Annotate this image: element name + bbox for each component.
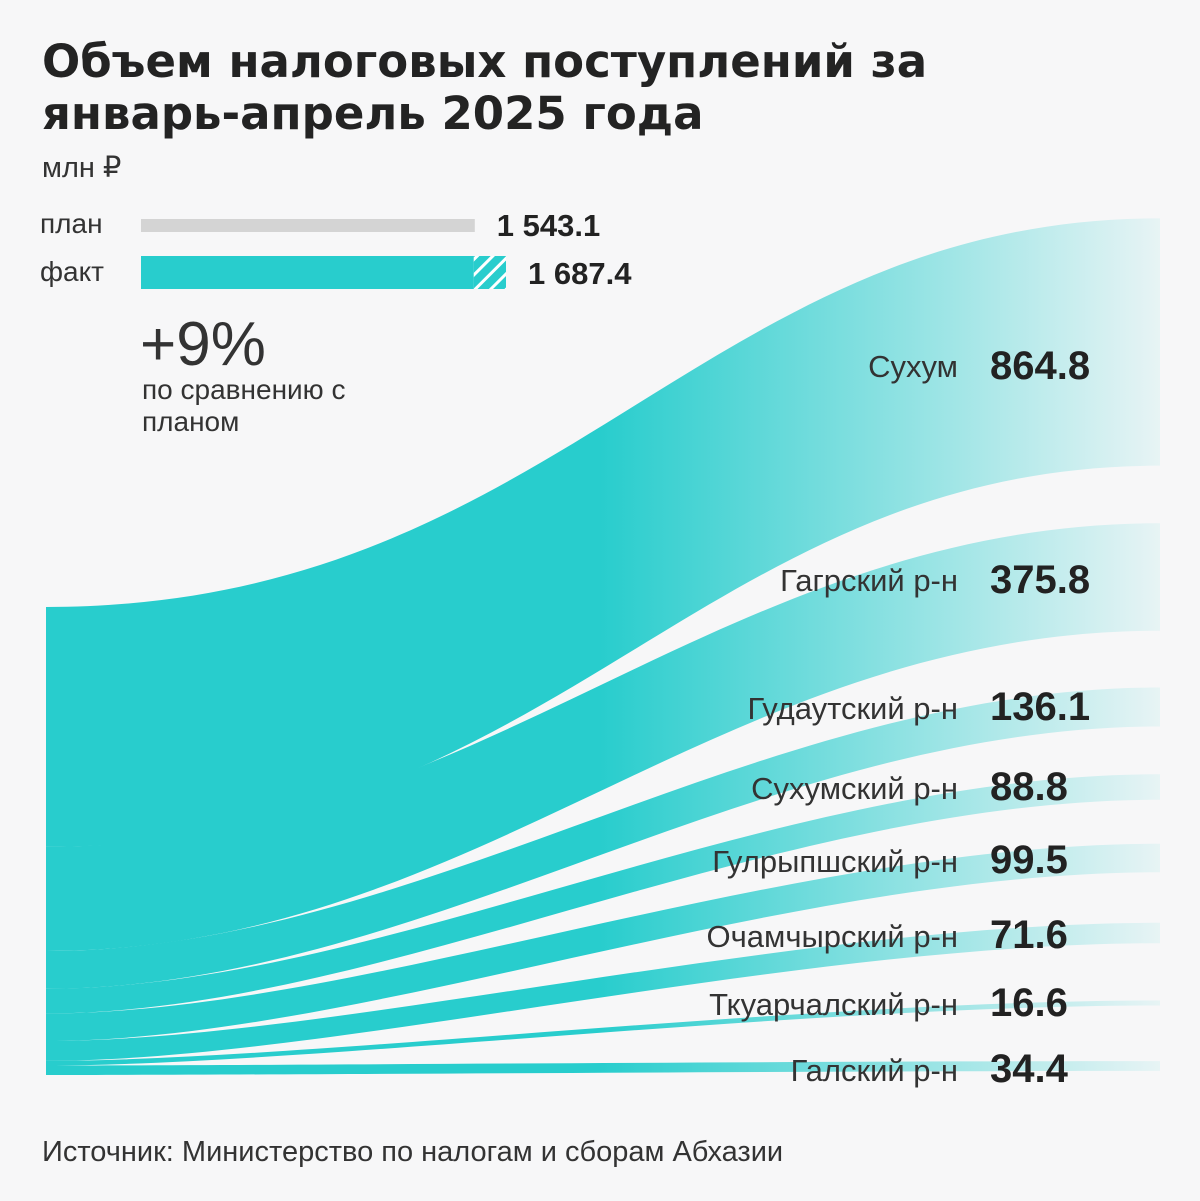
flow-band	[46, 687, 1160, 989]
plan-label: план	[40, 208, 103, 239]
fact-label: факт	[40, 256, 104, 287]
percent-note: по сравнению с планом	[142, 374, 346, 437]
region-label: Гудаутский р-н	[747, 691, 958, 726]
region-value: 136.1	[990, 685, 1091, 729]
plan-value: 1 543.1	[496, 208, 601, 243]
region-value: 16.6	[990, 981, 1068, 1025]
fact-excess-bar	[473, 256, 506, 289]
region-value: 864.8	[990, 344, 1091, 388]
region-label: Сухум	[868, 349, 958, 384]
region-value: 99.5	[990, 838, 1068, 882]
flow-band	[46, 1061, 1160, 1075]
flow-band	[46, 218, 1160, 847]
region-value: 88.8	[990, 765, 1068, 809]
region-value: 71.6	[990, 913, 1068, 957]
region-value: 34.4	[990, 1047, 1068, 1091]
flow-band	[46, 1000, 1160, 1066]
percent-change: +9%	[140, 310, 266, 379]
flow-band	[46, 843, 1160, 1042]
flow-band	[46, 523, 1160, 952]
region-label: Гагрский р-н	[780, 563, 958, 598]
source-note: Источник: Министерство по налогам и сбор…	[42, 1136, 784, 1168]
flow-band	[46, 774, 1160, 1014]
flow-band	[46, 922, 1160, 1061]
region-label: Ткуарчалский р-н	[709, 987, 958, 1022]
fact-value: 1 687.4	[528, 256, 632, 291]
plan-bar	[141, 219, 475, 232]
region-label: Сухумский р-н	[751, 771, 958, 806]
region-label: Очамчырский р-н	[706, 919, 958, 954]
region-label: Галский р-н	[790, 1053, 958, 1088]
region-label: Гулрыпшский р-н	[712, 844, 958, 879]
chart-title: Объем налоговых поступлений за январь-ап…	[42, 35, 928, 140]
unit-label: млн ₽	[42, 152, 122, 184]
fact-bar	[141, 256, 474, 289]
region-value: 375.8	[990, 558, 1091, 602]
